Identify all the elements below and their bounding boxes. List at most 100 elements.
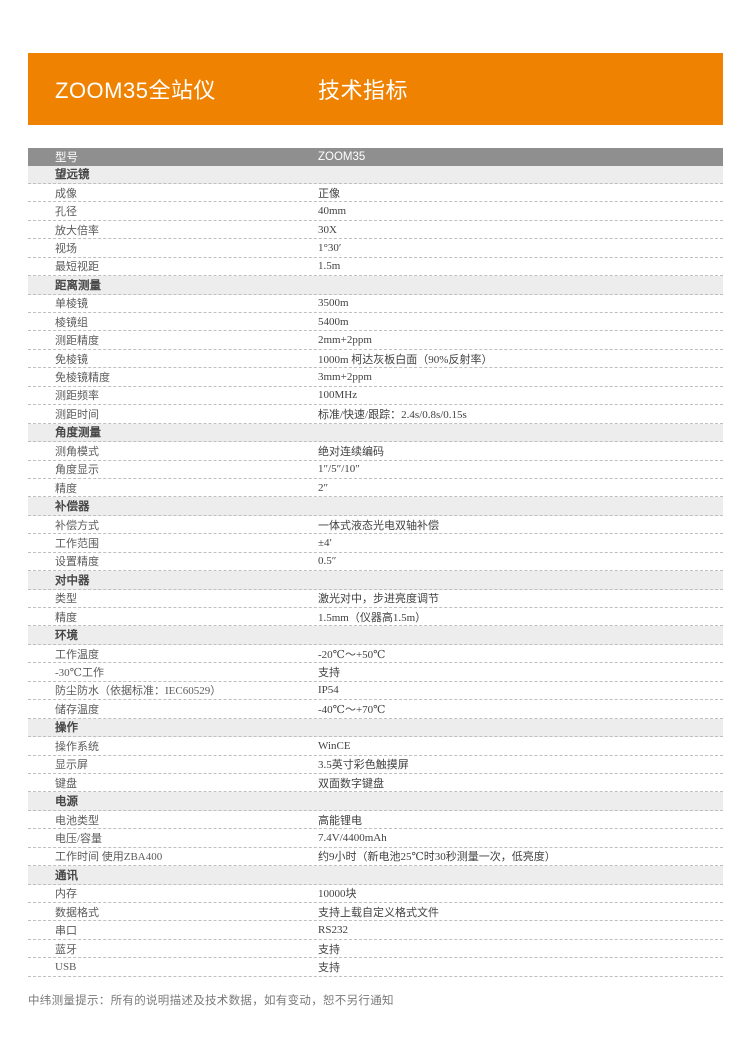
- spec-label: -30℃工作: [55, 667, 104, 680]
- section-row-telescope: 望远镜: [28, 165, 723, 184]
- spec-label: 测距精度: [55, 335, 99, 348]
- spec-value: 支持: [318, 667, 340, 680]
- spec-value: IP54: [318, 684, 339, 697]
- spec-label: 防尘防水（依据标准：IEC60529）: [55, 685, 222, 698]
- section-row-plummet: 对中器: [28, 571, 723, 590]
- section-row-environment: 环境: [28, 626, 723, 645]
- spec-value: 1000m 柯达灰板白面（90%反射率）: [318, 353, 493, 366]
- spec-value: 1°30′: [318, 241, 342, 254]
- spec-value: 一体式液态光电双轴补偿: [318, 519, 439, 532]
- spec-label: 数据格式: [55, 906, 99, 919]
- spec-value: 支持上载自定义格式文件: [318, 906, 439, 919]
- spec-value: 100MHz: [318, 389, 358, 402]
- table-row: 免棱镜精度 3mm+2ppm: [28, 368, 723, 387]
- section-label: 操作: [55, 722, 78, 735]
- spec-label: 内存: [55, 888, 77, 901]
- table-row: 防尘防水（依据标准：IEC60529） IP54: [28, 681, 723, 701]
- spec-value: -20℃～+50℃: [318, 648, 386, 661]
- spec-value: 1.5mm（仪器高1.5m）: [318, 611, 427, 624]
- table-row: 孔径 40mm: [28, 202, 723, 221]
- table-row: 操作系统 WinCE: [28, 737, 723, 756]
- spec-label: 最短视距: [55, 261, 99, 274]
- section-row-angle: 角度测量: [28, 423, 723, 443]
- table-row: 测距精度 2mm+2ppm: [28, 331, 723, 350]
- spec-label: 蓝牙: [55, 943, 77, 956]
- spec-value: 3.5英寸彩色触摸屏: [318, 759, 409, 772]
- spec-value: 5400m: [318, 315, 349, 328]
- spec-label: 电池类型: [55, 814, 99, 827]
- spec-label: 工作范围: [55, 537, 99, 550]
- table-row: 补偿方式 一体式液态光电双轴补偿: [28, 515, 723, 535]
- section-label: 望远镜: [55, 169, 90, 182]
- spec-label: 键盘: [55, 777, 77, 790]
- spec-label: 串口: [55, 925, 77, 938]
- spec-value: 双面数字键盘: [318, 777, 384, 790]
- table-row: 精度 2″: [28, 478, 723, 498]
- spec-value: 标准/快速/跟踪：2.4s/0.8s/0.15s: [318, 408, 467, 421]
- spec-label: 视场: [55, 242, 77, 255]
- spec-label: 类型: [55, 593, 77, 606]
- banner-subtitle: 技术指标: [318, 78, 409, 103]
- spec-label: 免棱镜精度: [55, 372, 110, 385]
- spec-value: 10000块: [318, 888, 357, 901]
- section-label: 补偿器: [55, 501, 90, 514]
- section-row-compensator: 补偿器: [28, 497, 723, 516]
- title-banner: ZOOM35全站仪 技术指标: [28, 53, 723, 125]
- section-row-operation: 操作: [28, 718, 723, 738]
- spec-value: 3mm+2ppm: [318, 371, 372, 384]
- table-row: 角度显示 1″/5″/10″: [28, 460, 723, 479]
- spec-value: 支持: [318, 943, 340, 956]
- spec-label: 工作温度: [55, 648, 99, 661]
- table-row: 显示屏 3.5英寸彩色触摸屏: [28, 755, 723, 774]
- table-row: 精度 1.5mm（仪器高1.5m）: [28, 608, 723, 627]
- table-row: 电压/容量 7.4V/4400mAh: [28, 829, 723, 848]
- section-label: 对中器: [55, 574, 90, 587]
- model-header-value: ZOOM35: [318, 150, 366, 163]
- product-title: ZOOM35全站仪: [55, 78, 216, 103]
- spec-value: 2mm+2ppm: [318, 334, 372, 347]
- spec-value: 支持: [318, 962, 340, 975]
- spec-value: 0.5″: [318, 555, 337, 568]
- table-row: 类型 激光对中，步进亮度调节: [28, 589, 723, 608]
- table-row: -30℃工作 支持: [28, 663, 723, 682]
- spec-label: 储存温度: [55, 703, 99, 716]
- spec-label: 免棱镜: [55, 353, 88, 366]
- table-row: USB 支持: [28, 958, 723, 977]
- model-header-label: 型号: [55, 151, 78, 164]
- table-row: 免棱镜 1000m 柯达灰板白面（90%反射率）: [28, 349, 723, 369]
- table-row: 电池类型 高能锂电: [28, 810, 723, 830]
- table-row: 工作范围 ±4′: [28, 534, 723, 553]
- spec-value: 40mm: [318, 205, 347, 218]
- spec-table: 型号 ZOOM35 望远镜 成像 正像 孔径 40mm 放大倍率 30X 视场 1°30…: [28, 148, 723, 977]
- table-row: 成像 正像: [28, 183, 723, 203]
- spec-value: 绝对连续编码: [318, 445, 384, 458]
- section-label: 电源: [55, 796, 78, 809]
- section-row-communication: 通讯: [28, 866, 723, 885]
- table-row: 视场 1°30′: [28, 239, 723, 258]
- spec-value: -40℃～+70℃: [318, 703, 386, 716]
- spec-label: 孔径: [55, 206, 77, 219]
- spec-value: 1.5m: [318, 260, 341, 273]
- spec-label: 测角模式: [55, 445, 99, 458]
- table-row: 串口 RS232: [28, 921, 723, 940]
- spec-label: 工作时间 使用ZBA400: [55, 851, 163, 864]
- table-row: 测距频率 100MHz: [28, 386, 723, 406]
- spec-label: 测距时间: [55, 408, 99, 421]
- table-row: 测角模式 绝对连续编码: [28, 442, 723, 461]
- section-label: 通讯: [55, 869, 78, 882]
- table-row: 棱镜组 5400m: [28, 313, 723, 332]
- spec-label: 棱镜组: [55, 316, 88, 329]
- spec-value: 1″/5″/10″: [318, 463, 360, 476]
- spec-label: 成像: [55, 187, 77, 200]
- spec-value: 高能锂电: [318, 814, 362, 827]
- spec-label: 角度显示: [55, 464, 99, 477]
- table-row: 蓝牙 支持: [28, 939, 723, 959]
- spec-label: 精度: [55, 611, 77, 624]
- spec-value: WinCE: [318, 739, 351, 752]
- spec-label: 补偿方式: [55, 519, 99, 532]
- spec-value: 约9小时（新电池25℃时30秒测量一次，低亮度）: [318, 851, 556, 864]
- section-label: 角度测量: [55, 427, 101, 440]
- spec-label: 放大倍率: [55, 224, 99, 237]
- spec-label: 显示屏: [55, 759, 88, 772]
